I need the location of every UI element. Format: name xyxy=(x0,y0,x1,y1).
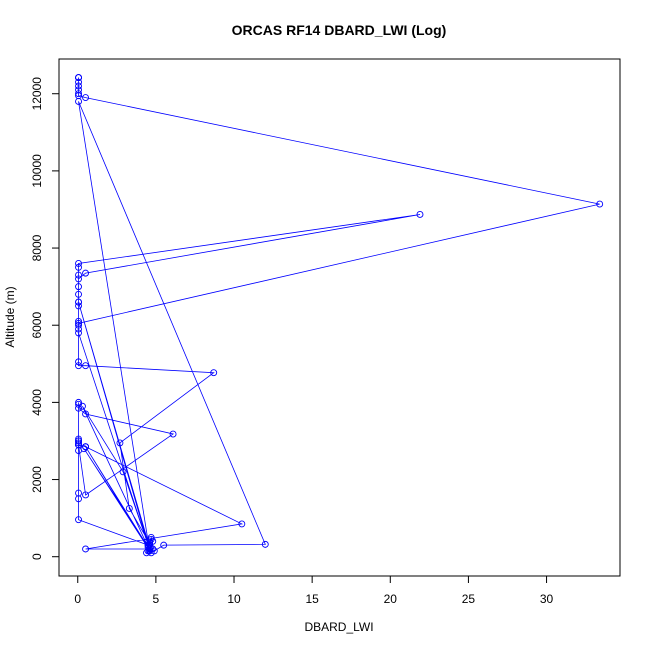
data-point xyxy=(82,545,90,553)
data-point xyxy=(147,535,155,543)
data-point xyxy=(75,82,82,90)
data-point xyxy=(75,290,82,298)
data-point xyxy=(82,362,90,370)
data-point xyxy=(147,533,155,541)
data-point xyxy=(144,541,152,549)
y-tick-label: 4000 xyxy=(30,389,44,416)
data-point xyxy=(75,516,82,524)
data-point xyxy=(82,269,90,277)
data-point xyxy=(78,402,86,410)
data-point xyxy=(75,329,82,337)
data-point xyxy=(119,468,127,476)
series-points xyxy=(75,74,604,557)
data-point xyxy=(169,430,177,438)
data-point xyxy=(75,283,82,291)
data-point xyxy=(75,275,82,283)
data-point xyxy=(75,362,82,370)
y-tick-label: 2000 xyxy=(30,466,44,493)
data-point xyxy=(596,200,604,208)
data-point xyxy=(82,94,90,102)
data-point xyxy=(160,541,168,549)
data-point xyxy=(75,271,82,279)
data-point xyxy=(75,317,82,325)
data-point xyxy=(75,263,82,271)
data-point xyxy=(82,491,90,499)
y-axis: 0 2000 4000 6000 8000 10000 12000 xyxy=(30,77,60,560)
data-point xyxy=(144,543,152,551)
data-point xyxy=(75,437,82,445)
data-point xyxy=(75,439,82,447)
data-point xyxy=(75,398,82,406)
series-line-path xyxy=(78,77,600,554)
data-point xyxy=(75,400,82,408)
x-tick-label: 30 xyxy=(540,592,554,606)
y-axis-label: Altitude (m) xyxy=(3,286,17,347)
data-point xyxy=(75,298,82,306)
x-axis-label: DBARD_LWI xyxy=(304,620,373,634)
x-tick-label: 20 xyxy=(384,592,398,606)
y-tick-label: 6000 xyxy=(30,312,44,339)
chart-title: ORCAS RF14 DBARD_LWI (Log) xyxy=(232,22,447,38)
data-point xyxy=(75,489,82,497)
y-tick-label: 8000 xyxy=(30,234,44,261)
data-point xyxy=(80,445,88,453)
data-point xyxy=(75,260,82,267)
data-point xyxy=(75,321,82,329)
data-point xyxy=(147,549,155,557)
plot-frame xyxy=(58,58,621,577)
data-point xyxy=(75,302,82,310)
data-point xyxy=(125,505,133,512)
x-tick-label: 25 xyxy=(462,592,476,606)
data-point xyxy=(75,78,82,86)
data-point xyxy=(416,211,424,218)
data-point xyxy=(146,545,154,553)
y-tick-label: 0 xyxy=(30,553,44,560)
data-point xyxy=(261,540,269,548)
x-tick-label: 10 xyxy=(227,592,241,606)
data-point xyxy=(75,441,82,449)
series-line xyxy=(78,77,600,554)
x-tick-label: 5 xyxy=(153,592,160,606)
data-point xyxy=(210,369,218,377)
data-point xyxy=(75,74,82,81)
y-tick-label: 10000 xyxy=(30,154,44,188)
x-axis: 0 5 10 15 20 25 30 xyxy=(74,575,554,606)
data-point xyxy=(75,325,82,333)
data-point xyxy=(82,443,90,451)
x-tick-label: 15 xyxy=(305,592,319,606)
y-tick-label: 12000 xyxy=(30,77,44,111)
data-point xyxy=(238,520,246,528)
data-point xyxy=(75,90,82,98)
data-point xyxy=(116,439,124,447)
data-point xyxy=(82,410,90,418)
data-point xyxy=(75,97,82,105)
x-tick-label: 0 xyxy=(74,592,81,606)
data-point xyxy=(75,358,82,366)
